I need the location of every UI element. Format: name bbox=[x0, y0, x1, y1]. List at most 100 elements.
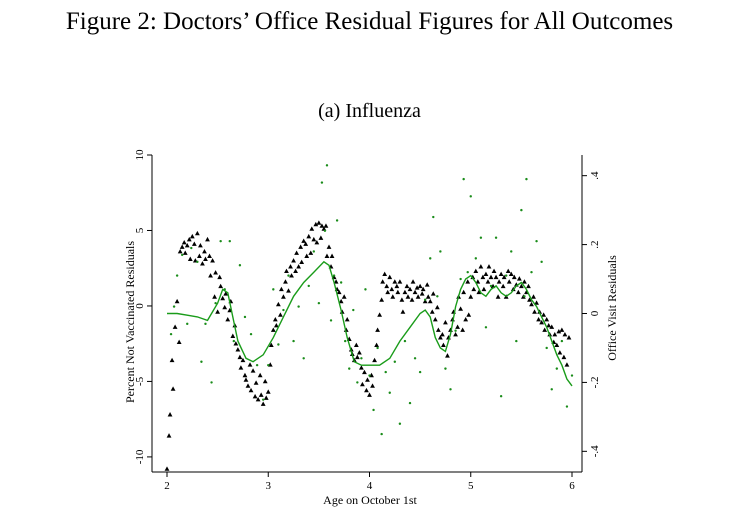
triangle-point bbox=[485, 279, 491, 284]
triangle-point bbox=[281, 294, 286, 299]
triangle-point bbox=[303, 241, 309, 246]
triangle-point bbox=[344, 316, 350, 322]
triangle-point bbox=[385, 289, 391, 295]
triangle-point bbox=[177, 249, 183, 254]
triangle-point bbox=[390, 294, 396, 299]
triangle-point bbox=[319, 223, 325, 228]
triangle-point bbox=[301, 238, 307, 243]
triangle-point bbox=[238, 365, 244, 370]
triangle-point bbox=[559, 327, 565, 332]
dot-point bbox=[312, 250, 316, 253]
panel-title: (a) Influenza bbox=[318, 100, 421, 122]
dot-point bbox=[484, 326, 488, 329]
triangle-point bbox=[501, 274, 507, 280]
y-left-tick-label: 0 bbox=[134, 303, 146, 309]
triangle-point bbox=[432, 316, 438, 322]
y-right-tick-label: 0 bbox=[589, 310, 601, 316]
triangle-point bbox=[205, 236, 210, 242]
triangle-point bbox=[410, 279, 416, 284]
triangle-point bbox=[372, 357, 377, 363]
dot-point bbox=[515, 339, 518, 343]
triangle-point bbox=[243, 377, 249, 382]
triangle-point bbox=[476, 289, 482, 295]
triangle-point bbox=[203, 256, 208, 261]
triangle-point bbox=[486, 264, 492, 269]
triangle-point bbox=[542, 327, 548, 332]
triangle-point bbox=[197, 253, 202, 258]
triangle-point bbox=[172, 324, 178, 329]
triangle-point bbox=[278, 312, 283, 317]
triangle-point bbox=[460, 327, 466, 332]
triangle-point bbox=[506, 279, 512, 284]
triangle-point bbox=[272, 316, 278, 322]
triangle-point bbox=[212, 294, 217, 299]
dot-point bbox=[474, 257, 478, 260]
dot-point bbox=[200, 360, 203, 363]
dot-point bbox=[287, 274, 290, 277]
dot-point bbox=[380, 432, 383, 436]
triangle-point bbox=[324, 253, 330, 258]
triangle-point bbox=[389, 286, 395, 292]
triangle-point bbox=[384, 283, 390, 289]
fit-line bbox=[167, 260, 573, 387]
triangle-point bbox=[424, 282, 430, 287]
dot-point bbox=[462, 177, 465, 181]
triangle-point bbox=[304, 253, 310, 258]
dot-point bbox=[523, 295, 526, 298]
triangle-point bbox=[213, 270, 218, 275]
triangle-point bbox=[210, 258, 215, 263]
triangle-point bbox=[223, 291, 229, 296]
dot-point bbox=[196, 260, 199, 264]
triangle-point bbox=[427, 298, 433, 304]
triangle-point bbox=[445, 353, 450, 358]
dot-point bbox=[499, 394, 503, 398]
triangle-point bbox=[518, 283, 524, 289]
triangle-point bbox=[360, 381, 365, 387]
triangle-point bbox=[235, 347, 241, 352]
y-left-tick-label: 5 bbox=[134, 227, 146, 233]
triangle-point bbox=[187, 256, 193, 261]
dot-point bbox=[364, 288, 367, 291]
triangle-point bbox=[394, 283, 400, 289]
dot-point bbox=[356, 381, 359, 384]
dot-point bbox=[297, 305, 300, 308]
triangle-point bbox=[488, 274, 494, 280]
triangle-point bbox=[298, 244, 304, 249]
triangle-point bbox=[275, 301, 281, 307]
triangle-point bbox=[289, 273, 294, 278]
triangle-point bbox=[541, 312, 547, 317]
dot-point bbox=[249, 332, 253, 336]
dot-point bbox=[388, 391, 391, 394]
triangle-point bbox=[409, 297, 415, 302]
x-axis-label: Age on October 1st bbox=[323, 493, 417, 507]
triangle-point bbox=[470, 274, 476, 280]
dot-point bbox=[323, 229, 327, 233]
dot-point bbox=[267, 363, 270, 367]
dot-point bbox=[449, 388, 452, 391]
dot-point bbox=[403, 339, 407, 343]
dot-point bbox=[302, 357, 305, 360]
triangle-point bbox=[500, 283, 506, 289]
triangle-point bbox=[230, 333, 236, 338]
triangle-point bbox=[208, 273, 213, 278]
dot-point bbox=[398, 422, 402, 425]
dot-point bbox=[204, 322, 207, 326]
triangle-point bbox=[443, 319, 448, 325]
triangle-point bbox=[478, 264, 484, 269]
dot-point bbox=[423, 298, 427, 301]
triangle-point bbox=[522, 279, 527, 284]
triangle-point bbox=[412, 289, 418, 295]
triangle-point bbox=[323, 223, 329, 228]
dot-point bbox=[190, 246, 193, 250]
triangle-point bbox=[311, 236, 317, 242]
triangle-point bbox=[375, 327, 380, 332]
chart-axes: 2 3 4 5 6 -10 -5 0 5 10 -.4 -.2 0 .2 .4 bbox=[134, 149, 601, 492]
dot-point bbox=[186, 322, 189, 326]
triangle-point bbox=[475, 279, 481, 284]
triangle-point bbox=[329, 253, 335, 258]
triangle-point bbox=[458, 306, 464, 311]
triangle-point bbox=[248, 387, 254, 393]
dot-point bbox=[550, 388, 553, 391]
triangle-point bbox=[258, 392, 264, 397]
